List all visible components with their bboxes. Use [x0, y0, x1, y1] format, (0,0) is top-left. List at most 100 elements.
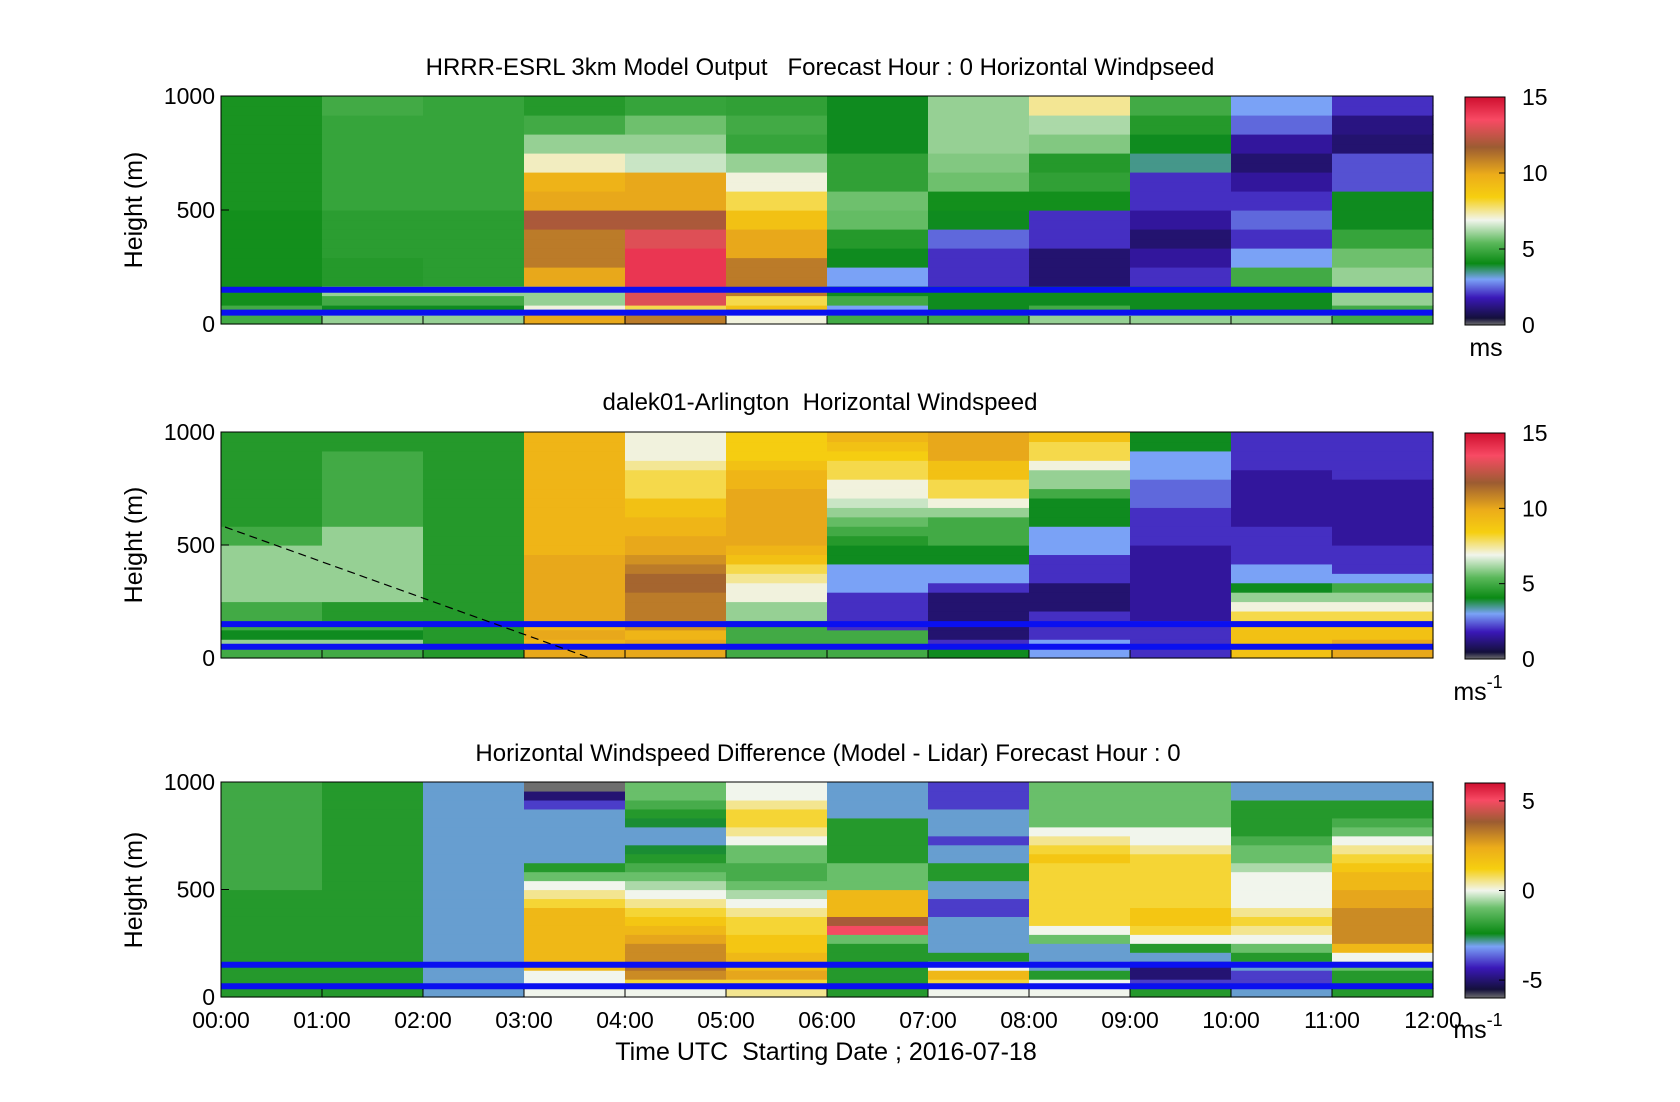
- heatmap-cell: [1231, 898, 1333, 909]
- x-tick-label: 02:00: [394, 1007, 452, 1033]
- heatmap-cell: [524, 276, 626, 287]
- heatmap-cell: [827, 96, 929, 107]
- heatmap-cell: [322, 295, 424, 306]
- heatmap-cell: [1332, 648, 1434, 659]
- heatmap-cell: [322, 563, 424, 574]
- heatmap-cell: [322, 871, 424, 882]
- heatmap-cell: [322, 162, 424, 173]
- heatmap-cell: [322, 516, 424, 527]
- heatmap-cell: [322, 257, 424, 268]
- heatmap-cell: [625, 314, 727, 325]
- heatmap-cell: [322, 648, 424, 659]
- heatmap-cell: [322, 276, 424, 287]
- heatmap-cell: [1130, 563, 1232, 574]
- heatmap-cell: [1231, 441, 1333, 452]
- y-tick-label: 0: [202, 984, 215, 1010]
- heatmap-cell: [322, 115, 424, 126]
- heatmap-cell: [726, 988, 828, 998]
- heatmap-cell: [726, 267, 828, 278]
- heatmap-cell: [322, 826, 424, 837]
- panel-3-title: Horizontal Windspeed Difference (Model -…: [475, 740, 1180, 767]
- heatmap-cell: [928, 469, 1030, 480]
- heatmap-cell: [1231, 516, 1333, 527]
- heatmap-cell: [928, 889, 1030, 900]
- heatmap-cell: [928, 219, 1030, 230]
- heatmap-cell: [1332, 460, 1434, 471]
- heatmap-cell: [1029, 248, 1131, 259]
- heatmap-cell: [1231, 853, 1333, 864]
- heatmap-cell: [423, 988, 525, 998]
- heatmap-cell: [322, 507, 424, 518]
- heatmap-cell: [625, 469, 727, 480]
- heatmap-cell: [1130, 610, 1232, 621]
- heatmap-cell: [423, 862, 525, 873]
- panel-3-colorbar-unit-base: ms: [1453, 1016, 1486, 1044]
- heatmap-cell: [1231, 295, 1333, 306]
- heatmap-cell: [322, 817, 424, 828]
- heatmap-cell: [625, 257, 727, 268]
- heatmap-cell: [1029, 592, 1131, 603]
- heatmap-cell: [1231, 200, 1333, 211]
- heatmap-cell: [221, 853, 323, 864]
- heatmap-cell: [221, 460, 323, 471]
- heatmap-cell: [928, 871, 1030, 882]
- heatmap-cell: [524, 172, 626, 183]
- heatmap-cell: [221, 925, 323, 935]
- y-tick-label: 500: [177, 877, 215, 903]
- heatmap-cell: [423, 96, 525, 107]
- heatmap-cell: [524, 181, 626, 192]
- heatmap-cell: [726, 210, 828, 221]
- heatmap-cell: [221, 592, 323, 603]
- y-tick-label: 0: [202, 645, 215, 671]
- heatmap-cell: [827, 799, 929, 810]
- heatmap-cell: [726, 535, 828, 546]
- heatmap-cell: [928, 545, 1030, 556]
- heatmap-cell: [221, 782, 323, 792]
- heatmap-cell: [726, 314, 828, 325]
- heatmap-cell: [726, 862, 828, 873]
- heatmap-cell: [1029, 970, 1131, 980]
- heatmap-cell: [928, 516, 1030, 527]
- heatmap-cell: [423, 943, 525, 953]
- heatmap-cell: [1029, 835, 1131, 846]
- heatmap-cell: [726, 200, 828, 211]
- heatmap-cell: [221, 469, 323, 480]
- heatmap-cell: [1332, 479, 1434, 490]
- heatmap-cell: [726, 96, 828, 107]
- colorbar-tick-label: 0: [1522, 312, 1535, 338]
- heatmap-cell: [1332, 916, 1434, 926]
- heatmap-cell: [625, 516, 727, 527]
- heatmap-cell: [1029, 582, 1131, 593]
- heatmap-cell: [221, 479, 323, 490]
- heatmap-cell: [827, 853, 929, 864]
- heatmap-cell: [827, 516, 929, 527]
- x-tick-label: 08:00: [1000, 1007, 1058, 1033]
- heatmap-cell: [1029, 238, 1131, 249]
- heatmap-cell: [625, 817, 727, 828]
- heatmap-cell: [322, 952, 424, 962]
- heatmap-cell: [1332, 257, 1434, 268]
- heatmap-cell: [524, 96, 626, 107]
- heatmap-cell: [726, 219, 828, 230]
- heatmap-cell: [1332, 934, 1434, 944]
- heatmap-cell: [1332, 497, 1434, 508]
- heatmap-cell: [1332, 799, 1434, 810]
- heatmap-cell: [726, 124, 828, 135]
- heatmap-cell: [726, 582, 828, 593]
- heatmap-cell: [928, 200, 1030, 211]
- heatmap-cell: [524, 469, 626, 480]
- heatmap-cell: [322, 592, 424, 603]
- heatmap-cell: [827, 545, 929, 556]
- heatmap-cell: [322, 808, 424, 819]
- heatmap-cell: [1029, 925, 1131, 935]
- heatmap-cell: [1231, 257, 1333, 268]
- heatmap-cell: [1332, 898, 1434, 909]
- heatmap-cell: [423, 497, 525, 508]
- heatmap-cell: [1332, 441, 1434, 452]
- heatmap-cell: [524, 516, 626, 527]
- heatmap-cell: [1029, 526, 1131, 537]
- heatmap-cell: [1029, 295, 1131, 306]
- heatmap-cell: [322, 853, 424, 864]
- heatmap-cell: [1029, 105, 1131, 116]
- heatmap-cell: [625, 229, 727, 240]
